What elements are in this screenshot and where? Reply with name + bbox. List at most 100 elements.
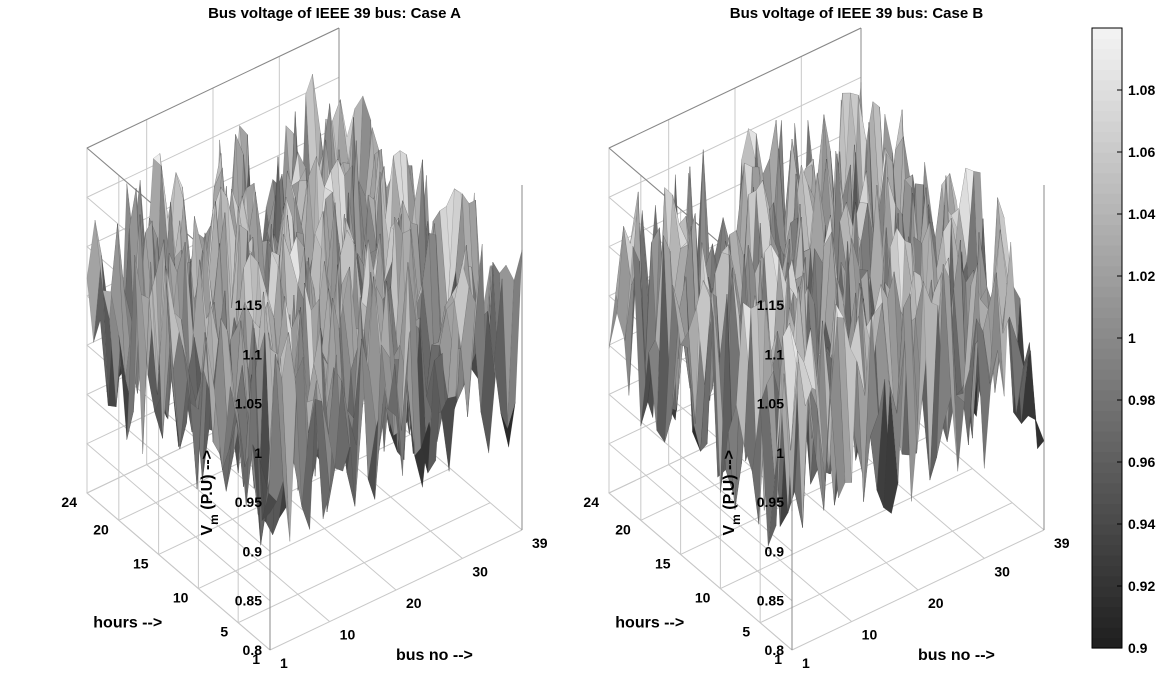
z-tick-label: 0.8: [243, 642, 263, 658]
colorbar-swatch: [1092, 79, 1122, 91]
z-label-sub: m: [207, 514, 221, 525]
grid-line: [237, 502, 491, 624]
y-tick-label: 10: [695, 590, 711, 606]
y-tick-label: 5: [220, 624, 228, 640]
y-tick-label: 20: [93, 521, 109, 537]
colorbar-swatch: [1092, 379, 1122, 391]
y-axis-label: hours -->: [615, 615, 684, 632]
y-tick-label: 5: [742, 624, 750, 640]
z-tick-label: 1.15: [235, 297, 262, 313]
x-tick-label: 30: [994, 563, 1010, 579]
y-tick-label: 10: [173, 590, 189, 606]
colorbar-swatch: [1092, 317, 1122, 329]
colorbar-swatch: [1092, 286, 1122, 298]
colorbar-swatch: [1092, 172, 1122, 184]
colorbar-swatch: [1092, 493, 1122, 504]
colorbar-tick-label: 1.08: [1128, 82, 1155, 98]
colorbar-swatch: [1092, 637, 1122, 649]
grid-line: [269, 529, 523, 651]
colorbar-swatch: [1092, 69, 1122, 81]
colorbar-swatch: [1092, 544, 1122, 556]
z-label-rest: (P.U) -->: [721, 450, 738, 514]
colorbar-swatch: [1092, 214, 1122, 225]
colorbar-swatch: [1092, 389, 1122, 401]
colorbar-tick-label: 1.02: [1128, 268, 1155, 284]
colorbar-swatch: [1092, 606, 1122, 618]
z-tick-label: 0.95: [235, 494, 262, 510]
colorbar-swatch: [1092, 38, 1122, 50]
y-tick-label: 1: [774, 651, 782, 667]
colorbar-swatch: [1092, 141, 1122, 153]
surface: [86, 74, 523, 546]
colorbar-swatch: [1092, 183, 1122, 194]
colorbar-tick-label: 0.98: [1128, 392, 1155, 408]
colorbar-swatch: [1092, 203, 1122, 215]
surface-plot-case-a: Bus voltage of IEEE 39 bus: Case A 0.8 0.8…: [61, 5, 547, 671]
z-tick-label: 0.8: [765, 642, 785, 658]
z-tick-label: 1.1: [765, 346, 785, 362]
colorbar-swatch: [1092, 575, 1122, 587]
colorbar-swatch: [1092, 358, 1122, 370]
z-label-main: V: [721, 525, 738, 536]
colorbar-swatch: [1092, 513, 1122, 525]
x-axis-label: bus no -->: [918, 647, 995, 664]
colorbar-swatch: [1092, 327, 1122, 339]
colorbar-swatch: [1092, 152, 1122, 163]
colorbar-tick-label: 1.04: [1128, 206, 1155, 222]
colorbar-swatch: [1092, 451, 1122, 463]
chart-title: Bus voltage of IEEE 39 bus: Case B: [730, 5, 984, 22]
surface-patch: [340, 99, 356, 161]
z-tick-label: 1.15: [757, 297, 784, 313]
colorbar-swatch: [1092, 276, 1122, 287]
grid-line: [146, 464, 331, 622]
surface-patch: [507, 249, 523, 429]
z-tick-label: 0.9: [243, 543, 263, 559]
colorbar-swatch: [1092, 586, 1122, 597]
colorbar-swatch: [1092, 338, 1122, 349]
x-tick-label: 39: [1054, 535, 1070, 551]
colorbar-swatch: [1092, 482, 1122, 494]
x-tick-label: 20: [406, 595, 422, 611]
z-tick-label: 1.05: [757, 396, 784, 412]
colorbar-swatch: [1092, 410, 1122, 422]
colorbar-tick-label: 0.94: [1128, 516, 1155, 532]
colorbar-swatch: [1092, 162, 1122, 174]
surface-patch: [1021, 342, 1037, 425]
y-tick-label: 15: [655, 555, 671, 571]
colorbar-swatch: [1092, 59, 1122, 70]
colorbar-swatch: [1092, 627, 1122, 639]
grid-line: [198, 468, 451, 590]
z-tick-label: 0.85: [235, 593, 262, 609]
z-tick-label: 1: [254, 445, 262, 461]
colorbar-tick-label: 1.06: [1128, 144, 1155, 160]
x-axis-label: bus no -->: [396, 647, 473, 664]
y-tick-label: 15: [133, 555, 149, 571]
box-edge: [608, 27, 862, 149]
colorbar-swatch: [1092, 131, 1122, 143]
z-label-sub: m: [729, 514, 743, 525]
surface-plot-case-b: Bus voltage of IEEE 39 bus: Case B 0.8 0.8…: [583, 5, 1069, 671]
y-tick-label: 20: [615, 521, 631, 537]
grid-line: [759, 502, 1013, 624]
colorbar: 0.9 0.92 0.94 0.96 0.98 1 1.02 1.04 1.06 1.08: [1091, 27, 1155, 656]
box-edge: [86, 27, 340, 149]
colorbar-tick-label: 0.9: [1128, 640, 1148, 656]
x-tick-label: 10: [862, 627, 878, 643]
colorbar-swatch: [1092, 90, 1122, 101]
x-tick-label: 1: [280, 655, 288, 671]
grid-line: [608, 492, 793, 651]
colorbar-swatch: [1092, 555, 1122, 566]
x-tick-label: 1: [802, 655, 810, 671]
colorbar-swatch: [1092, 524, 1122, 535]
y-tick-label: 24: [61, 494, 77, 510]
colorbar-tick-label: 0.92: [1128, 578, 1155, 594]
colorbar-swatch: [1092, 441, 1122, 453]
grid-line: [791, 529, 1045, 651]
x-tick-label: 39: [532, 535, 548, 551]
colorbar-swatch: [1092, 48, 1122, 60]
z-tick-label: 0.95: [757, 494, 784, 510]
z-tick-label: 1: [776, 445, 784, 461]
surface-patch: [440, 396, 456, 472]
colorbar-tick-label: 0.96: [1128, 454, 1155, 470]
y-axis-label: hours -->: [93, 615, 162, 632]
